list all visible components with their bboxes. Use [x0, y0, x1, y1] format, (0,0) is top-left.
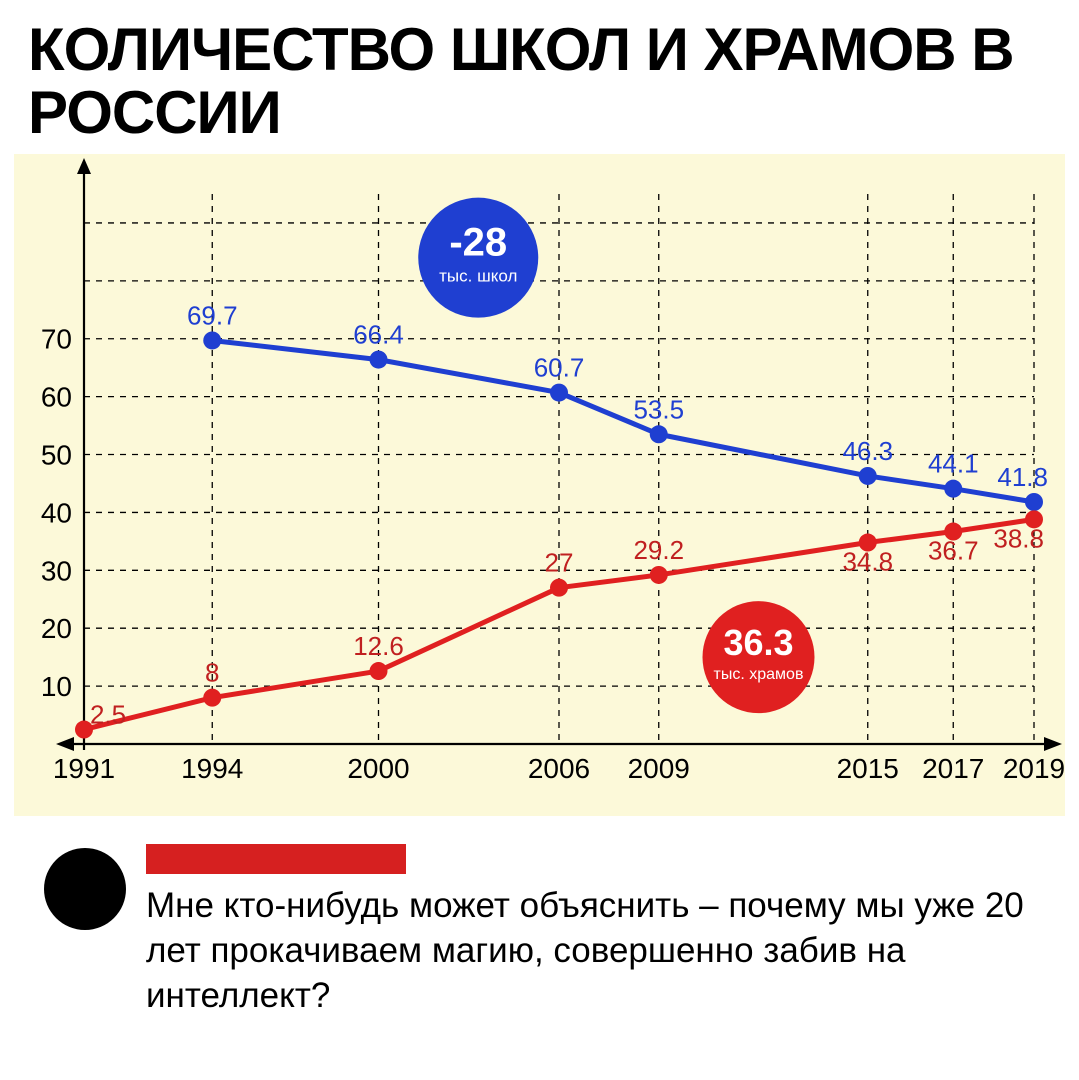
- chart-container: 10 20 30 40 50 60 70 1991 1994 2000 2006 2009 2015 20…: [14, 154, 1065, 816]
- svg-text:66.4: 66.4: [353, 320, 404, 350]
- svg-text:2000: 2000: [347, 753, 409, 784]
- svg-text:тыс. школ: тыс. школ: [439, 267, 517, 286]
- svg-text:46.3: 46.3: [842, 436, 893, 466]
- svg-text:2006: 2006: [528, 753, 590, 784]
- svg-text:27: 27: [545, 548, 574, 578]
- svg-text:40: 40: [41, 497, 72, 528]
- svg-text:38.8: 38.8: [993, 523, 1044, 553]
- svg-text:2015: 2015: [837, 753, 899, 784]
- comment-block: Мне кто-нибудь может объяснить – почему …: [0, 816, 1079, 1018]
- svg-text:60: 60: [41, 382, 72, 413]
- svg-text:10: 10: [41, 671, 72, 702]
- svg-text:-28: -28: [449, 221, 507, 265]
- svg-text:12.6: 12.6: [353, 631, 404, 661]
- svg-text:30: 30: [41, 555, 72, 586]
- svg-text:20: 20: [41, 613, 72, 644]
- redacted-name: [146, 844, 406, 874]
- page-title: КОЛИЧЕСТВО ШКОЛ И ХРАМОВ В РОССИИ: [0, 0, 1079, 154]
- svg-text:41.8: 41.8: [997, 462, 1048, 492]
- svg-text:69.7: 69.7: [187, 300, 238, 330]
- svg-text:50: 50: [41, 440, 72, 471]
- svg-text:2009: 2009: [628, 753, 690, 784]
- line-chart: 10 20 30 40 50 60 70 1991 1994 2000 2006 2009 2015 20…: [14, 154, 1065, 816]
- svg-text:2019: 2019: [1003, 753, 1065, 784]
- svg-text:8: 8: [205, 658, 219, 688]
- svg-text:36.7: 36.7: [928, 536, 979, 566]
- svg-text:1991: 1991: [53, 753, 115, 784]
- svg-text:36.3: 36.3: [723, 622, 793, 663]
- svg-text:34.8: 34.8: [842, 547, 893, 577]
- svg-text:2.5: 2.5: [90, 700, 126, 730]
- comment-text: Мне кто-нибудь может объяснить – почему …: [146, 884, 1035, 1018]
- svg-text:1994: 1994: [181, 753, 243, 784]
- svg-text:60.7: 60.7: [534, 353, 585, 383]
- svg-text:тыс. храмов: тыс. храмов: [714, 666, 804, 683]
- svg-text:2017: 2017: [922, 753, 984, 784]
- svg-text:29.2: 29.2: [633, 535, 684, 565]
- svg-text:53.5: 53.5: [633, 394, 684, 424]
- avatar: [44, 848, 126, 930]
- svg-text:44.1: 44.1: [928, 449, 979, 479]
- svg-text:70: 70: [41, 324, 72, 355]
